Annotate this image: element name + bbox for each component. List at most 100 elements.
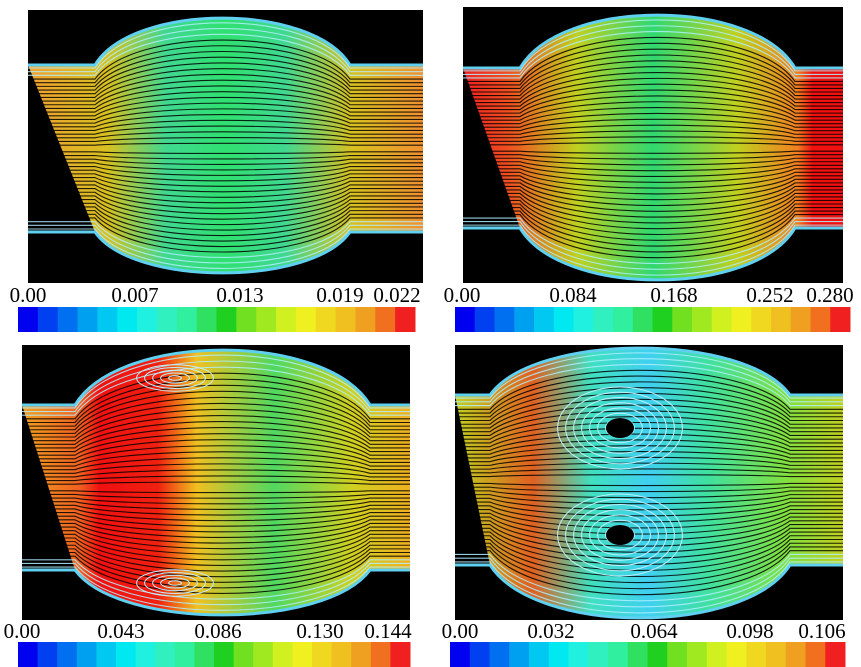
- streamline: [22, 433, 410, 456]
- streamline: [463, 210, 843, 253]
- panel: 0.00 0.032 0.064 0.098 0.106: [442, 345, 846, 667]
- streamline: [455, 505, 843, 523]
- streamline: [455, 550, 843, 596]
- colorbar-step: [18, 642, 39, 667]
- streamline: [463, 48, 843, 90]
- streamline: [463, 136, 843, 142]
- wall: [22, 348, 410, 407]
- colorbar-tick-label: 0.252: [746, 283, 793, 307]
- streamline: [28, 22, 423, 69]
- vortex: [168, 375, 182, 381]
- vortex: [136, 569, 214, 597]
- streamline: [455, 445, 843, 459]
- streamline: [28, 142, 423, 146]
- streamline: [28, 184, 423, 204]
- colorbar-step: [785, 642, 806, 667]
- streamline: [463, 130, 843, 139]
- colorbar-step: [711, 307, 732, 332]
- colorbar-tick-label: 0.098: [726, 619, 773, 643]
- colorbar-tick-label: 0.019: [316, 283, 363, 307]
- streamline: [22, 501, 410, 510]
- colorbar-step: [652, 307, 673, 332]
- vortex: [581, 402, 659, 454]
- vortex: [597, 519, 643, 551]
- streamline: [28, 56, 423, 91]
- streamline: [22, 562, 410, 606]
- colorbar-step: [810, 307, 831, 332]
- colorbar-step: [395, 307, 416, 332]
- streamline: [22, 541, 410, 572]
- streamline: [22, 566, 410, 611]
- colorbar-step: [77, 307, 98, 332]
- colorbar-step: [672, 307, 693, 332]
- streamline: [463, 71, 843, 104]
- streamline: [28, 173, 423, 187]
- colorbar-step: [529, 642, 550, 667]
- streamline: [28, 202, 423, 231]
- streamline: [455, 393, 843, 425]
- wall: [463, 226, 843, 282]
- colorbar-step: [196, 307, 217, 332]
- colorbar-step: [514, 307, 535, 332]
- streamline: [455, 375, 843, 414]
- streamline: [22, 537, 410, 567]
- panel: 0.00 0.084 0.168 0.252 0.280: [444, 7, 854, 332]
- streamline: [463, 175, 843, 195]
- streamline: [463, 157, 843, 166]
- streamline: [463, 107, 843, 125]
- colorbar: [450, 642, 846, 667]
- streamline: [455, 542, 843, 584]
- colorbar-step: [825, 642, 846, 667]
- colorbar-tick-label: 0.00: [4, 619, 41, 643]
- wall: [28, 16, 423, 67]
- panel: 0.00 0.007 0.013 0.019 0.022: [10, 10, 423, 332]
- colorbar-step: [805, 642, 826, 667]
- colorbar-step: [553, 307, 574, 332]
- streamline: [463, 83, 843, 111]
- colorbar-tick-label: 0.084: [549, 283, 597, 307]
- colorbar-step: [647, 642, 668, 667]
- colorbar-step: [214, 642, 235, 667]
- colorbar-tick-label: 0.064: [630, 619, 678, 643]
- streamline: [22, 360, 410, 413]
- colorbar-step: [573, 307, 594, 332]
- streamline: [22, 533, 410, 561]
- colorbar-step: [450, 642, 471, 667]
- colorbar-step: [37, 307, 59, 332]
- colorbar-step: [687, 642, 708, 667]
- streamline: [463, 217, 843, 264]
- streamline: [22, 559, 410, 600]
- streamline: [28, 158, 423, 165]
- streamline: [463, 182, 843, 207]
- streamline: [22, 390, 410, 431]
- streamline: [22, 451, 410, 467]
- streamline: [463, 154, 843, 160]
- colorbar-step: [292, 642, 313, 667]
- vortex: [589, 407, 651, 449]
- streamline: [22, 548, 410, 583]
- streamline: [455, 352, 843, 399]
- colorbar-step: [474, 307, 495, 332]
- streamline: [455, 398, 843, 429]
- streamline: [455, 561, 843, 614]
- streamline: [455, 387, 843, 422]
- streamline: [455, 421, 843, 444]
- streamline: [28, 68, 423, 98]
- colorbar-step: [256, 307, 277, 332]
- streamline: [463, 54, 843, 93]
- colorbar-step: [116, 642, 137, 667]
- streamline: [28, 131, 423, 139]
- streamline: [22, 515, 410, 533]
- streamline: [28, 27, 423, 73]
- streamline: [455, 450, 843, 463]
- colorbar-step: [315, 307, 337, 332]
- streamline: [22, 481, 410, 485]
- wall: [455, 563, 843, 620]
- streamline: [22, 512, 410, 527]
- colorbar-tick-label: 0.144: [364, 619, 412, 643]
- vortex: [168, 580, 182, 586]
- flow-image: [28, 10, 423, 283]
- streamline: [28, 125, 423, 135]
- streamline: [463, 77, 843, 107]
